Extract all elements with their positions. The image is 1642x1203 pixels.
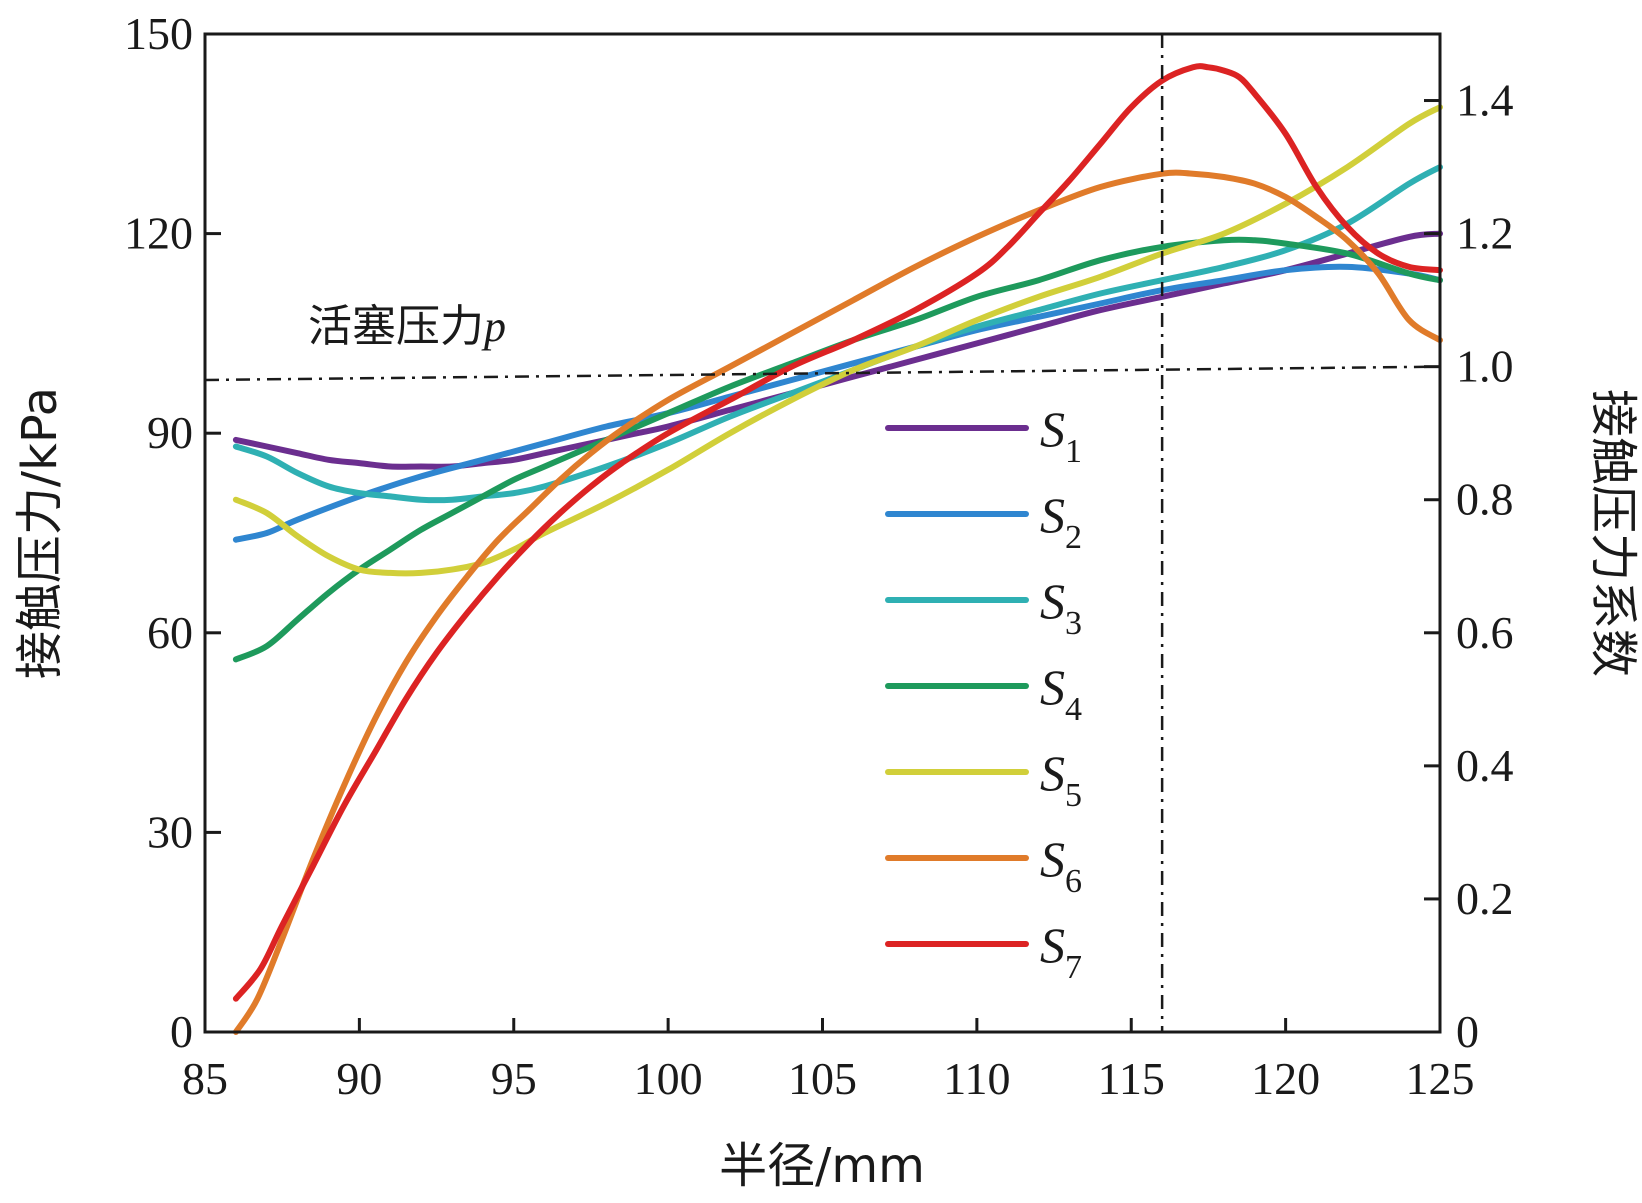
x-tick-label: 110 xyxy=(943,1053,1010,1104)
piston-pressure-line xyxy=(204,365,1441,382)
x-tick-label: 100 xyxy=(634,1053,703,1104)
y-tick-label: 60 xyxy=(147,607,193,658)
piston-pressure-annotation: 活塞压力p xyxy=(308,301,506,352)
series-line-s1 xyxy=(232,230,1443,470)
x-tick-label: 95 xyxy=(491,1053,537,1104)
series-line-s5 xyxy=(232,104,1443,577)
x-tick-label: 90 xyxy=(336,1053,382,1104)
series-layer xyxy=(232,63,1443,1035)
y-axis-title: 接触压力/kPa xyxy=(12,387,68,679)
x-axis-title: 半径/mm xyxy=(719,1138,925,1194)
y2-tick-label: 0.8 xyxy=(1456,474,1514,525)
legend-label-s3: S3 xyxy=(1040,573,1082,642)
legend-label-s1: S1 xyxy=(1040,401,1082,470)
series-line-s3 xyxy=(232,164,1443,504)
y-tick-label: 0 xyxy=(170,1006,193,1057)
reference-lines xyxy=(204,34,1441,1032)
legend-label-s6: S6 xyxy=(1040,831,1082,900)
series-line-s6 xyxy=(232,169,1443,1035)
y2-tick-label: 0.4 xyxy=(1456,740,1514,791)
piston-pressure-label: 活塞压力 xyxy=(308,301,484,352)
legend: S1 S2 S3 S4 S5 S6 S7 xyxy=(885,401,1082,986)
y-tick-label: 150 xyxy=(124,8,193,59)
x-tick-label: 125 xyxy=(1406,1053,1475,1104)
piston-pressure-variable: p xyxy=(481,302,506,351)
y2-tick-label: 0 xyxy=(1456,1006,1479,1057)
y-tick-label: 90 xyxy=(147,407,193,458)
y2-tick-label: 1.2 xyxy=(1456,208,1514,259)
series-line-s2 xyxy=(232,263,1443,543)
y-tick-label: 120 xyxy=(124,208,193,259)
x-tick-label: 120 xyxy=(1251,1053,1320,1104)
legend-label-s5: S5 xyxy=(1040,745,1082,814)
x-tick-label: 85 xyxy=(182,1053,228,1104)
axis-ticks: 85 90 95 100 105 110 115 120 125030609012015000.… xyxy=(124,8,1514,1104)
legend-label-s2: S2 xyxy=(1040,487,1082,556)
x-tick-label: 115 xyxy=(1098,1053,1165,1104)
y2-tick-label: 1.0 xyxy=(1456,341,1514,392)
legend-label-s7: S7 xyxy=(1040,917,1082,986)
y2-tick-label: 0.2 xyxy=(1456,873,1514,924)
series-line-s4 xyxy=(232,236,1443,663)
y2-axis-title: 接触压力系数 xyxy=(1585,389,1641,677)
x-tick-label: 105 xyxy=(788,1053,857,1104)
y2-tick-label: 1.4 xyxy=(1456,75,1514,126)
legend-label-s4: S4 xyxy=(1040,659,1082,728)
series-line-s7 xyxy=(232,63,1443,1002)
y-tick-label: 30 xyxy=(147,806,193,857)
y2-tick-label: 0.6 xyxy=(1456,607,1514,658)
